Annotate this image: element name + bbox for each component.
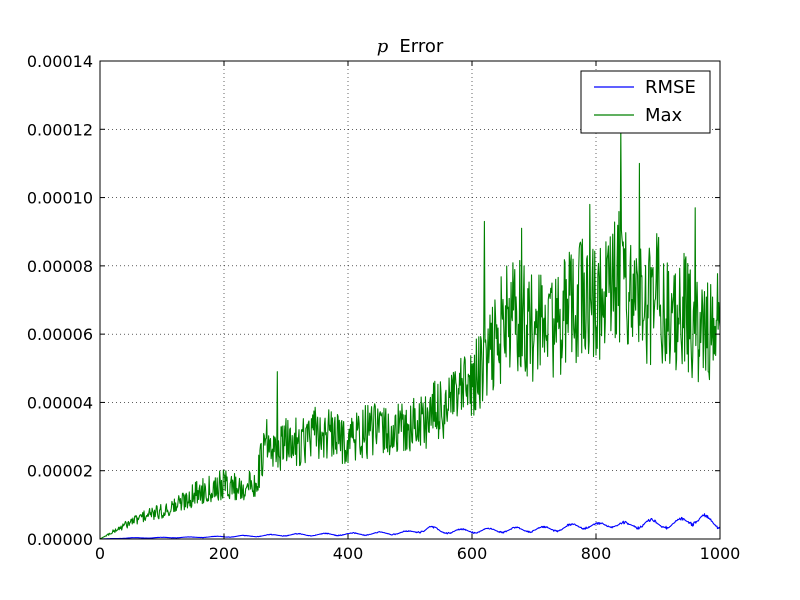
y-tick-label: 0.00010: [27, 189, 93, 208]
y-tick-label: 0.00012: [27, 120, 93, 139]
y-tick-label: 0.00014: [27, 52, 93, 71]
x-tick-label: 600: [457, 544, 488, 563]
axis-ticks: 0 200 400 600 800 1000 0.00000 0.00002 0.00004 0.…: [27, 52, 741, 563]
chart-title-text: Error: [399, 36, 443, 57]
x-tick-label: 0: [95, 544, 105, 563]
legend-label-rmse: RMSE: [645, 77, 696, 98]
x-tick-label: 800: [581, 544, 612, 563]
series-line-rmse: [99, 513, 721, 540]
x-tick-label: 200: [209, 544, 240, 563]
x-tick-label: 1000: [700, 544, 741, 563]
y-tick-label: 0.00006: [27, 325, 93, 344]
y-tick-label: 0.00002: [27, 462, 93, 481]
chart-title-variable: p: [377, 36, 389, 57]
y-tick-label: 0.00004: [27, 393, 93, 412]
y-tick-label: 0.00008: [27, 257, 93, 276]
legend-label-max: Max: [645, 105, 683, 126]
y-tick-label: 0.00000: [27, 530, 93, 549]
series-lines: [99, 128, 721, 540]
series-line-max: [99, 128, 721, 540]
legend: RMSE Max: [580, 70, 711, 134]
plot-frame: [99, 60, 721, 540]
x-tick-label: 400: [333, 544, 364, 563]
chart-title: p Error: [377, 36, 444, 57]
legend-box: [580, 70, 711, 134]
